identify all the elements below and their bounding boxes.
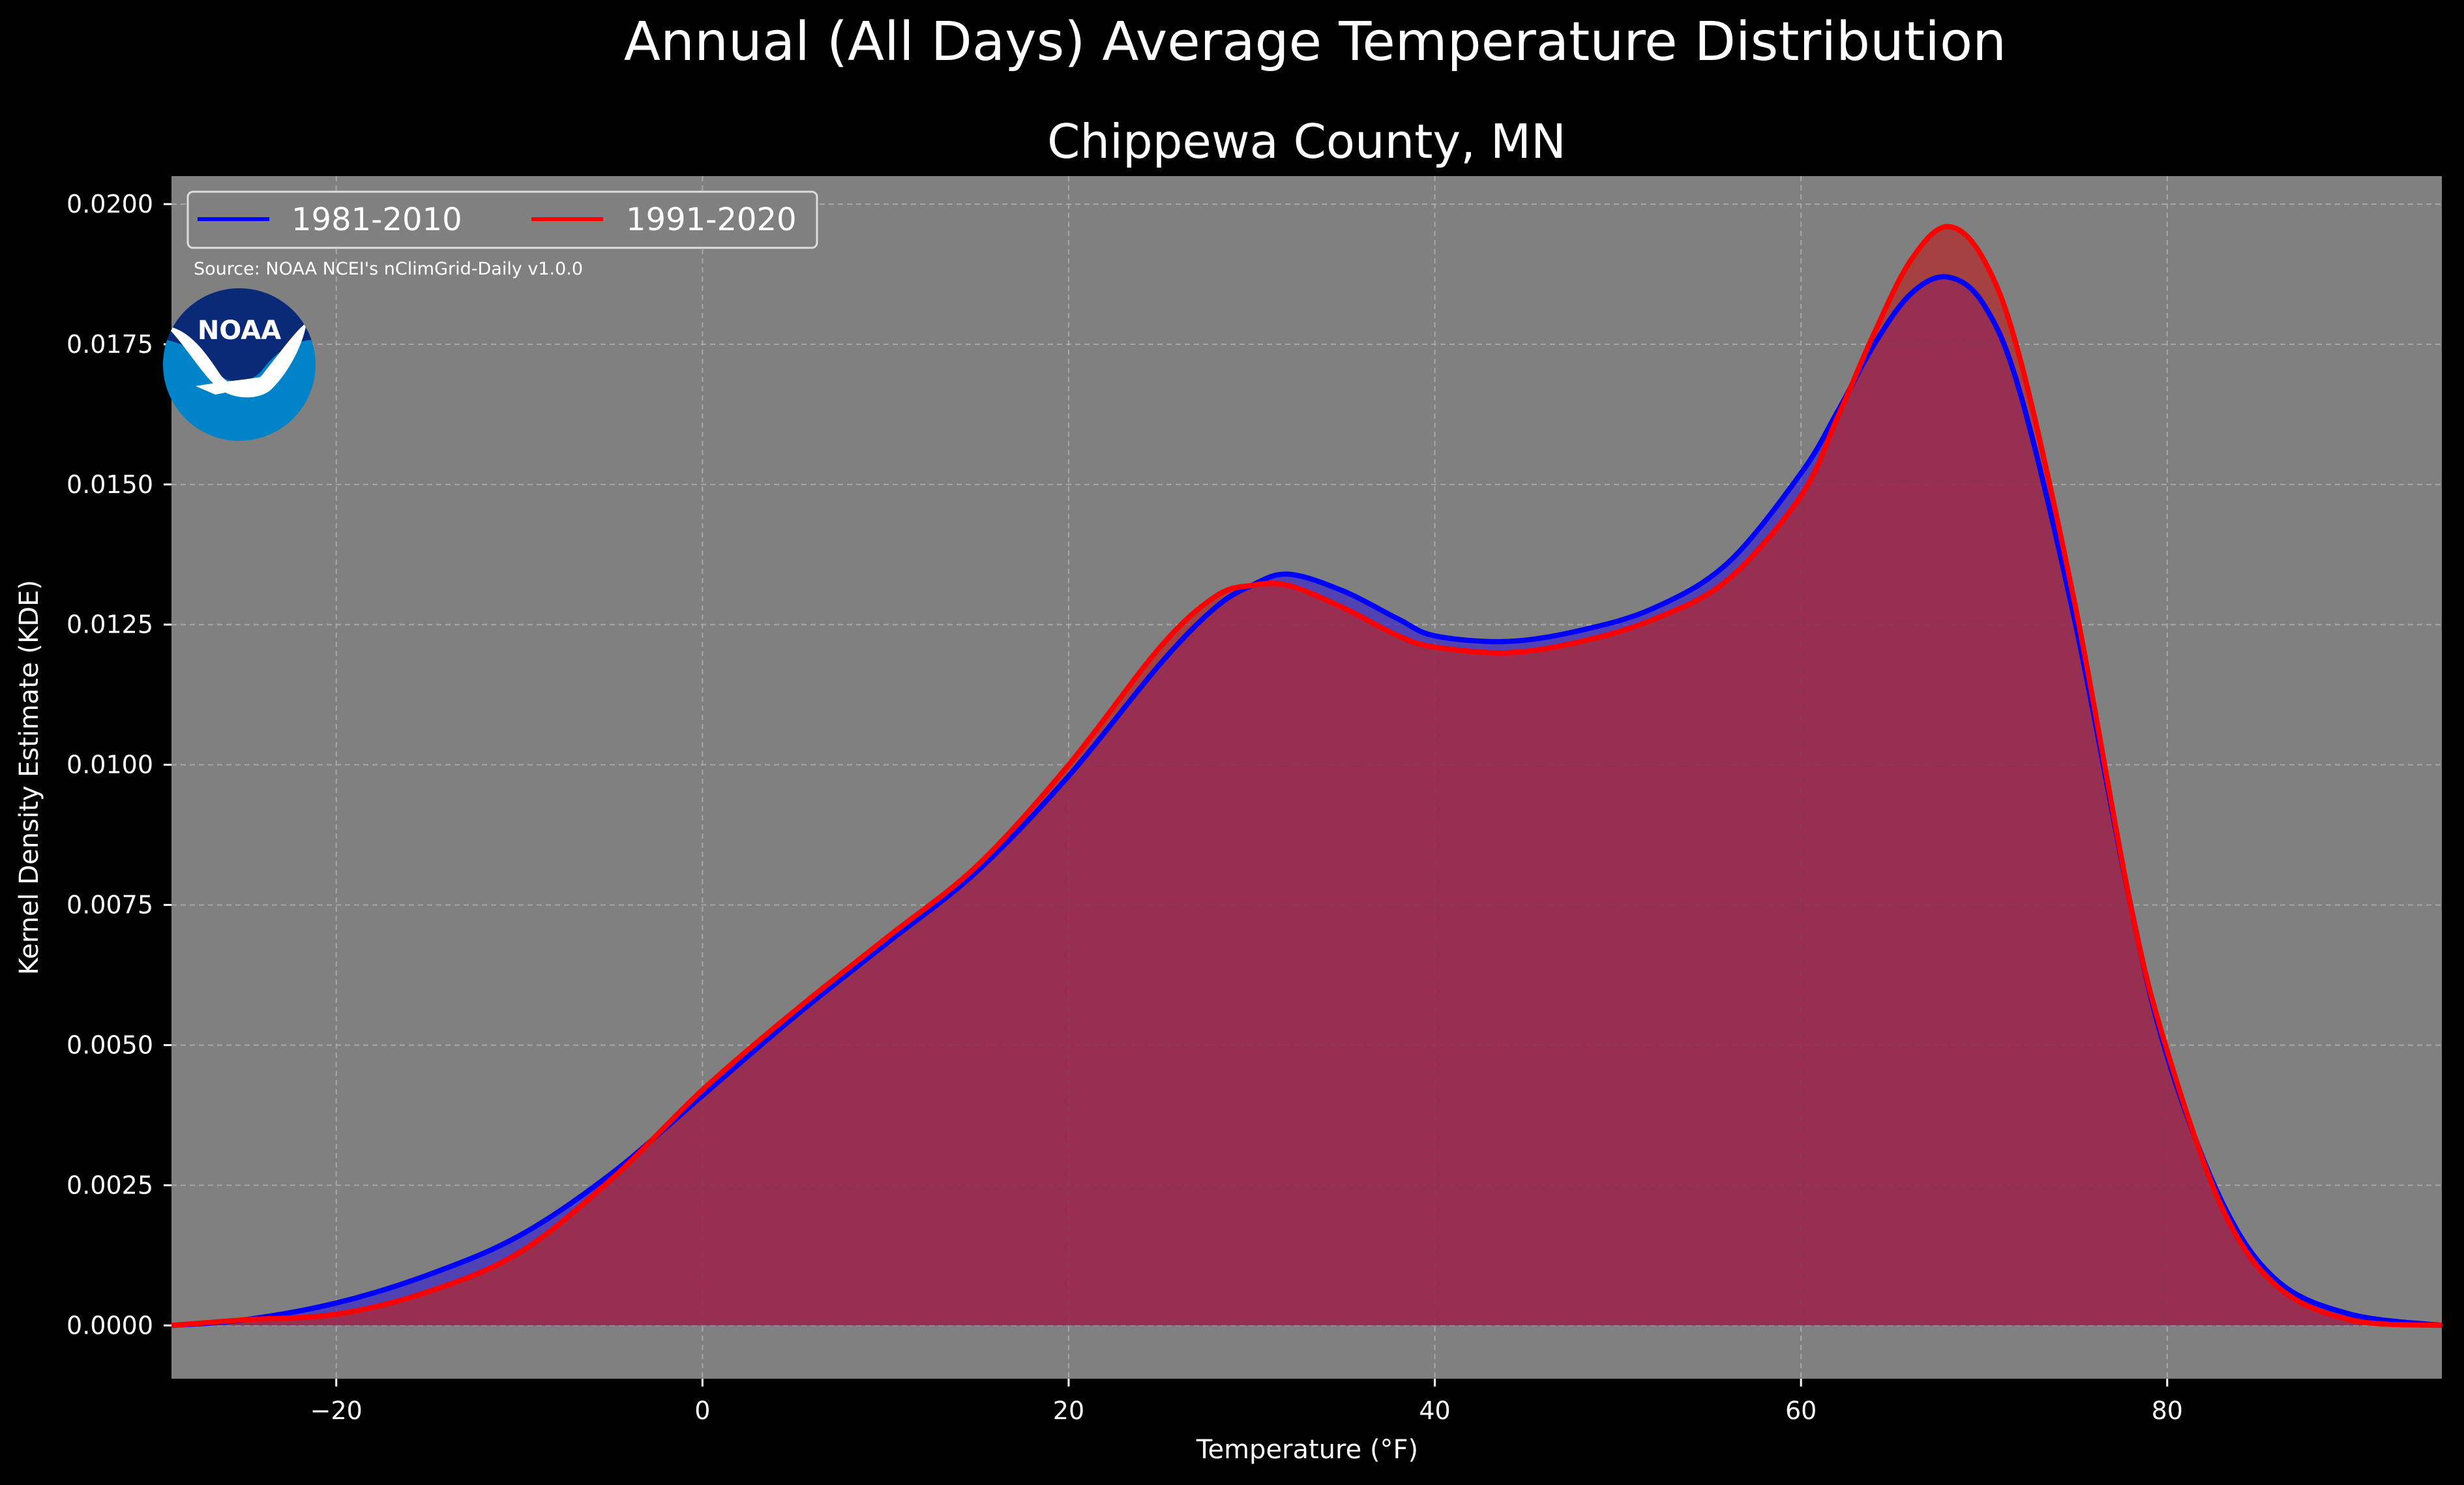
x-tick-label: −20 [310, 1396, 363, 1425]
axis-ticks: −20 0 20 40 60 80 0.0000 0.0025 0.0050 0.0075 0.01… [67, 190, 2183, 1425]
x-tick-label: 60 [1785, 1396, 1817, 1425]
y-axis-label: Kernel Density Estimate (KDE) [14, 580, 44, 975]
y-tick-label: 0.0100 [67, 751, 153, 779]
noaa-logo-text: NOAA [198, 316, 281, 346]
line-1991-2020 [171, 224, 2442, 1328]
area-1991-2020 [171, 226, 2442, 1326]
x-tick-label: 20 [1053, 1396, 1084, 1425]
x-axis-label: Temperature (°F) [1196, 1435, 1418, 1465]
x-tick-label: 40 [1419, 1396, 1450, 1425]
figure-suptitle: Annual (All Days) Average Temperature Di… [624, 11, 2006, 73]
chart-title: Chippewa County, MN [1047, 114, 1566, 169]
legend: 1981-2010 1991-2020 [186, 190, 818, 249]
y-tick-label: 0.0025 [67, 1171, 153, 1199]
y-tick-label: 0.0050 [67, 1030, 153, 1059]
legend-label-1991-2020: 1991-2020 [626, 202, 797, 238]
source-note: Source: NOAA NCEI's nClimGrid-Daily v1.0… [194, 259, 583, 279]
series-layer [171, 224, 2442, 1328]
legend-label-1981-2010: 1981-2010 [291, 202, 462, 238]
y-tick-label: 0.0075 [67, 891, 153, 920]
x-tick-label: 0 [694, 1396, 710, 1425]
y-tick-label: 0.0200 [67, 190, 153, 218]
y-tick-label: 0.0000 [67, 1311, 153, 1340]
legend-box [186, 190, 818, 249]
y-tick-label: 0.0150 [67, 470, 153, 499]
x-tick-label: 80 [2152, 1396, 2183, 1425]
y-tick-label: 0.0125 [67, 610, 153, 639]
y-tick-label: 0.0175 [67, 330, 153, 359]
